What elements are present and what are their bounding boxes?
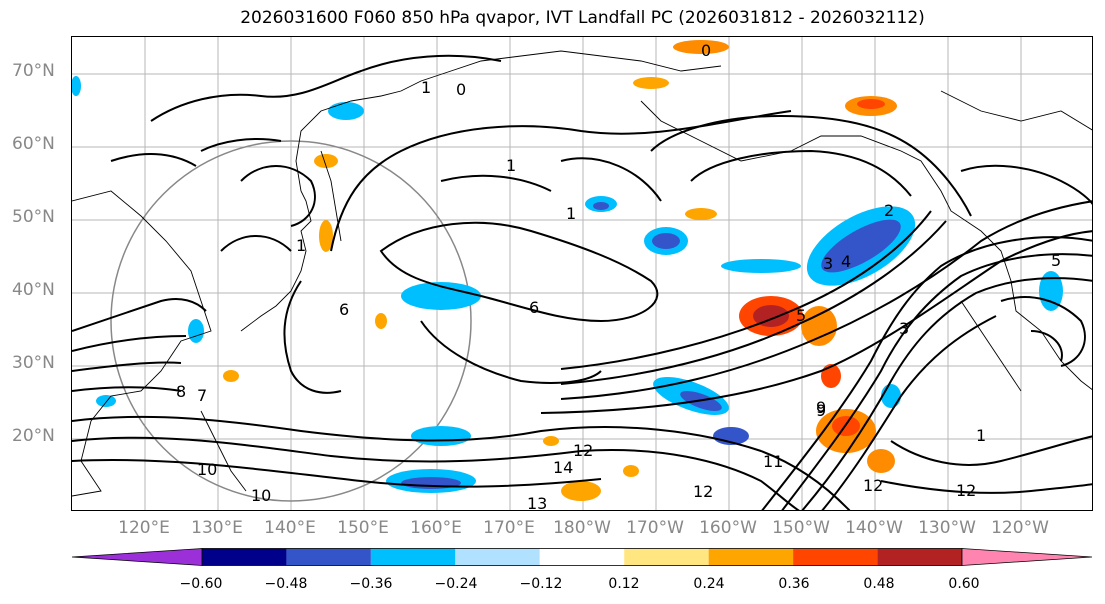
colorbar-segment xyxy=(877,548,962,566)
contour-label: 10 xyxy=(197,460,217,479)
contour-label: 3 xyxy=(823,254,833,273)
lat-label-20: 20°N xyxy=(12,426,55,446)
contour-label: 12 xyxy=(956,481,976,500)
contour-label: 13 xyxy=(527,494,547,511)
contour-label: 9 xyxy=(816,401,826,420)
lon-label-130w: 130°W xyxy=(918,518,976,538)
colorbar-segment xyxy=(708,548,794,566)
contour-label: 6 xyxy=(339,300,349,319)
contour-label: 0 xyxy=(701,41,711,60)
contour-label: 4 xyxy=(841,252,851,271)
colorbar-tick: 0.48 xyxy=(863,576,895,592)
contour-label: 1 xyxy=(566,204,576,223)
map-title: 2026031600 F060 850 hPa qvapor, IVT Land… xyxy=(240,8,925,28)
contour-label: 1 xyxy=(976,426,986,445)
colorbar-tick: −0.12 xyxy=(519,576,563,592)
map-canvas: 0 0 1 1 1 2 3 4 5 6 1 3 8 7 9 10 10 12 1… xyxy=(72,37,1092,511)
contour-label: 3 xyxy=(899,319,909,338)
colorbar-tick: 0.12 xyxy=(608,576,640,592)
lat-label-60: 60°N xyxy=(12,134,55,154)
contour-label: 12 xyxy=(693,482,713,501)
lat-label-50: 50°N xyxy=(12,207,55,227)
colorbar-segment xyxy=(624,548,709,566)
contour-label: 1 xyxy=(296,236,306,255)
contour-label: 9 xyxy=(816,398,826,417)
contour-label: 0 xyxy=(456,80,466,99)
lon-label-160w: 160°W xyxy=(699,518,757,538)
contour-label: 10 xyxy=(251,486,271,505)
colorbar-segment xyxy=(793,548,878,566)
colorbar-extend-max xyxy=(961,548,1093,566)
map-panel[interactable]: 0 0 1 1 1 2 3 4 5 6 1 3 8 7 9 10 10 12 1… xyxy=(71,36,1093,511)
contour-label: 12 xyxy=(863,476,883,495)
contour-label: 11 xyxy=(763,452,783,471)
colorbar-tick: −0.48 xyxy=(264,576,308,592)
colorbar-segment xyxy=(370,548,456,566)
lon-label-150e: 150°E xyxy=(337,518,389,538)
lon-label-160e: 160°E xyxy=(410,518,462,538)
contour-label: 1 xyxy=(421,78,431,97)
lon-label-150w: 150°W xyxy=(772,518,830,538)
colorbar-tick: 0.36 xyxy=(778,576,810,592)
colorbar-tick: −0.24 xyxy=(434,576,478,592)
contour-label: 12 xyxy=(573,441,593,460)
contour-label: 5 xyxy=(796,306,806,325)
lat-label-70: 70°N xyxy=(12,61,55,81)
lon-label-140e: 140°E xyxy=(264,518,316,538)
lon-label-130e: 130°E xyxy=(191,518,243,538)
lon-label-120e: 120°E xyxy=(118,518,170,538)
lon-label-120w: 120°W xyxy=(991,518,1049,538)
lon-label-170e: 170°E xyxy=(483,518,535,538)
lon-label-140w: 140°W xyxy=(845,518,903,538)
range-circle xyxy=(110,140,472,502)
lat-label-40: 40°N xyxy=(12,280,55,300)
colorbar-tick: 0.24 xyxy=(693,576,725,592)
contour-label: 2 xyxy=(884,201,894,220)
contour-label: 6 xyxy=(529,298,539,317)
qvapor-shading xyxy=(72,40,1063,501)
colorbar-segment xyxy=(455,548,540,566)
lon-label-180w: 180°W xyxy=(553,518,611,538)
colorbar-segment xyxy=(202,548,287,566)
colorbar-segment xyxy=(539,548,625,566)
colorbar-segment xyxy=(286,548,371,566)
colorbar-tick: −0.36 xyxy=(349,576,393,592)
contour-label: 5 xyxy=(1051,251,1061,270)
ivt-contours xyxy=(72,54,1092,510)
colorbar-extend-min xyxy=(71,548,203,566)
contour-labels: 0 0 1 1 1 2 3 4 5 6 1 3 8 7 9 10 10 12 1… xyxy=(176,41,1061,511)
colorbar-tick: 0.60 xyxy=(948,576,980,592)
lon-label-170w: 170°W xyxy=(626,518,684,538)
contour-label: 14 xyxy=(553,458,573,477)
contour-label: 7 xyxy=(197,386,207,405)
lat-label-30: 30°N xyxy=(12,353,55,373)
contour-label: 8 xyxy=(176,382,186,401)
graticule xyxy=(72,37,1092,510)
contour-label: 1 xyxy=(506,156,516,175)
colorbar-segments xyxy=(201,548,963,566)
colorbar xyxy=(71,548,1093,566)
colorbar-tick: −0.60 xyxy=(179,576,223,592)
coastlines xyxy=(72,50,1092,497)
